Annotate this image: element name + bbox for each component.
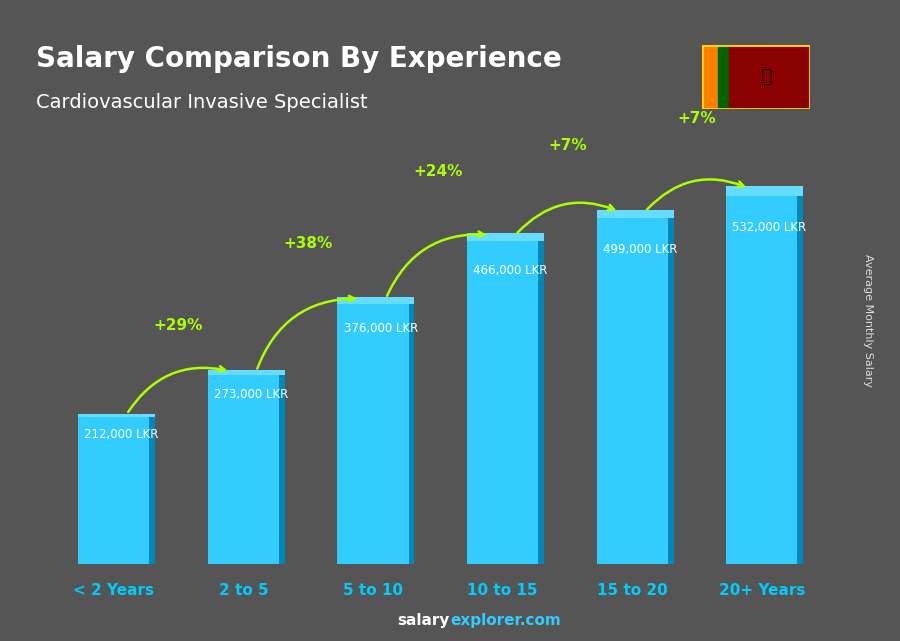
Text: 273,000 LKR: 273,000 LKR [214, 388, 288, 401]
Bar [467, 241, 538, 564]
Text: +38%: +38% [284, 236, 333, 251]
Text: 532,000 LKR: 532,000 LKR [733, 221, 806, 235]
Text: +24%: +24% [413, 164, 463, 179]
Text: +7%: +7% [678, 112, 716, 126]
Bar [538, 241, 544, 564]
Text: 🦁: 🦁 [760, 67, 773, 87]
Bar [702, 45, 718, 109]
Text: +7%: +7% [548, 138, 587, 153]
Bar [338, 304, 409, 564]
Bar [208, 370, 284, 375]
Bar [718, 45, 729, 109]
Text: salary: salary [398, 613, 450, 628]
Text: +29%: +29% [154, 318, 203, 333]
Text: explorer.com: explorer.com [450, 613, 561, 628]
Bar [78, 417, 149, 564]
Bar [729, 45, 810, 109]
Bar [597, 210, 673, 219]
Text: Average Monthly Salary: Average Monthly Salary [863, 254, 873, 387]
Bar [149, 417, 155, 564]
Bar [338, 297, 414, 304]
Bar [208, 375, 279, 564]
Bar [726, 187, 803, 196]
Bar [467, 233, 544, 241]
Text: Salary Comparison By Experience: Salary Comparison By Experience [36, 45, 562, 73]
Bar [797, 196, 803, 564]
Bar [409, 304, 414, 564]
Bar [279, 375, 284, 564]
Text: 376,000 LKR: 376,000 LKR [344, 322, 418, 335]
Text: 212,000 LKR: 212,000 LKR [85, 428, 158, 440]
Bar [597, 219, 668, 564]
Bar [78, 413, 155, 417]
Bar [726, 196, 797, 564]
Text: 466,000 LKR: 466,000 LKR [473, 264, 547, 277]
Text: Cardiovascular Invasive Specialist: Cardiovascular Invasive Specialist [36, 93, 367, 112]
Text: 499,000 LKR: 499,000 LKR [603, 243, 677, 256]
Bar [668, 219, 673, 564]
